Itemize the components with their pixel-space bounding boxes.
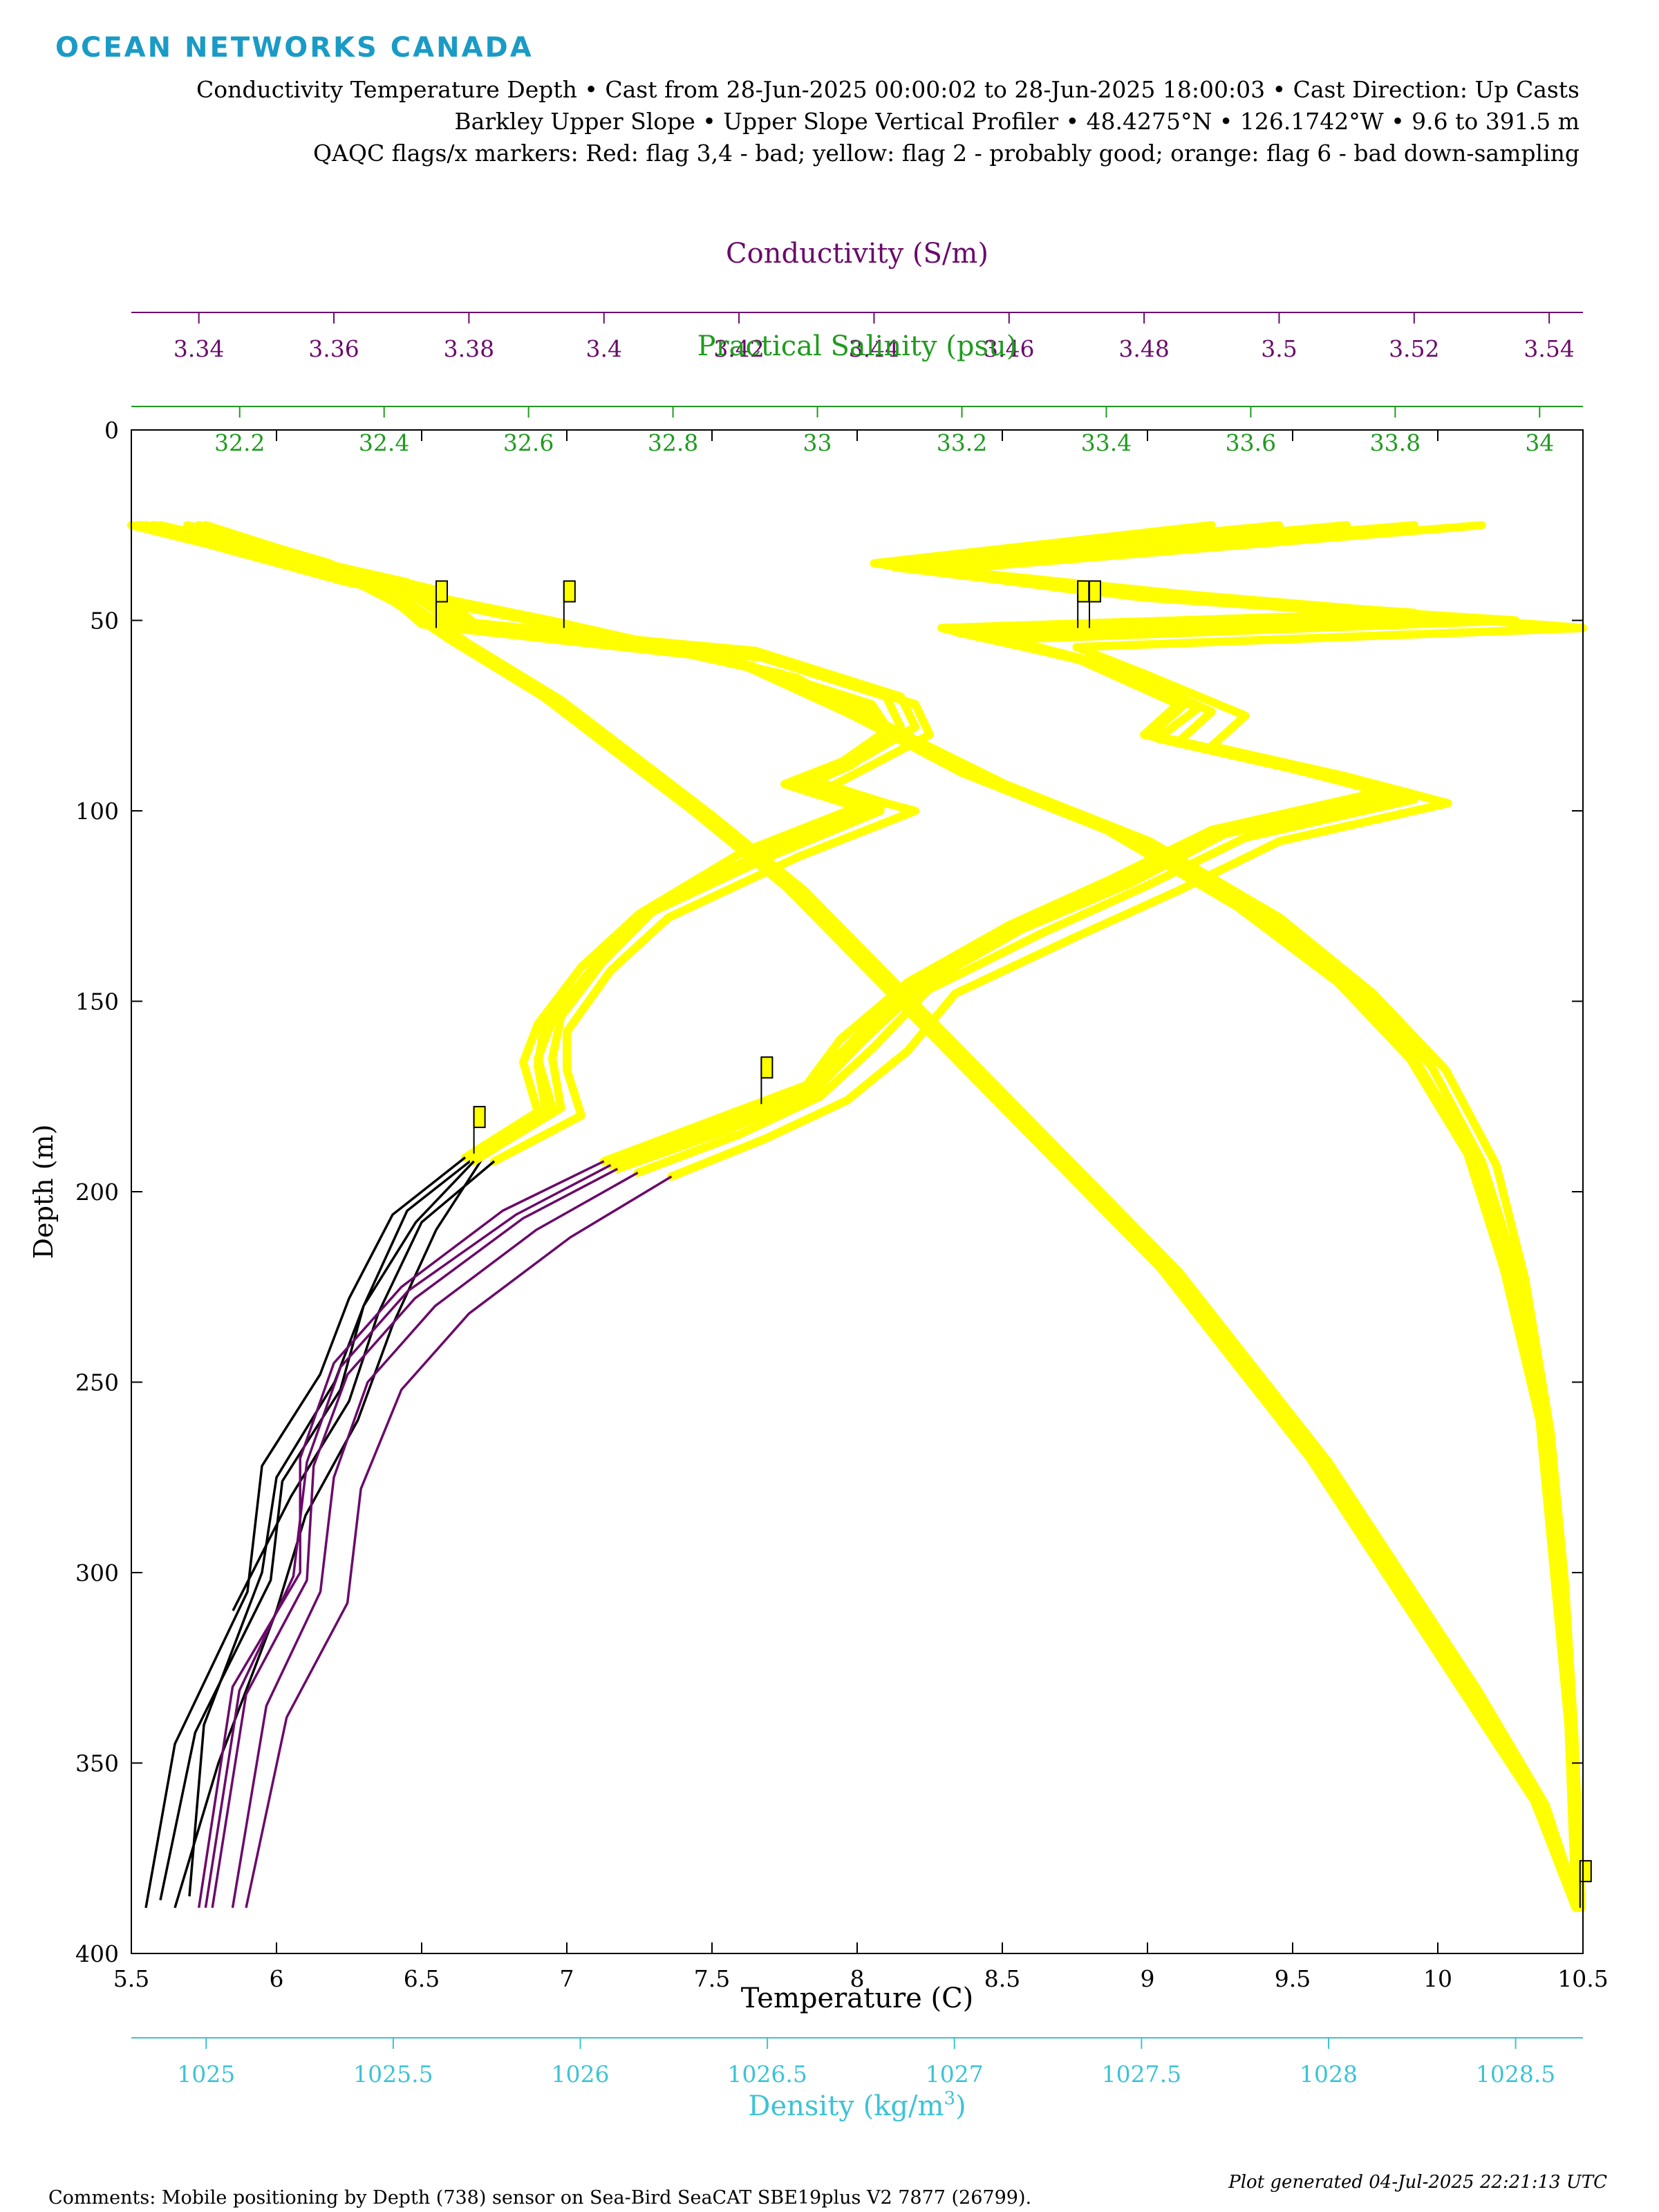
conductivity-cast-2-good-segment: [231, 1171, 639, 1909]
qaqc-flag-marker: [435, 580, 448, 628]
conductivity-tick-label: 3.36: [308, 335, 359, 362]
temperature-tick-label: 8.5: [984, 1965, 1020, 1992]
density-tick-label: 1025.5: [353, 2061, 433, 2088]
qaqc-flag-marker: [473, 1105, 486, 1154]
temperature-tick-label: 9.5: [1275, 1965, 1311, 1992]
temperature-tick-label: 6.5: [404, 1965, 440, 1992]
temperature-tick-label: 9: [1141, 1965, 1155, 1992]
temperature-tick-label: 7.5: [694, 1965, 730, 1992]
temperature-cast-5-good-segment: [159, 1160, 475, 1901]
salinity-tick-label: 33.2: [937, 429, 987, 456]
conductivity-cast-3-flagged-segment: [667, 521, 1587, 1181]
conductivity-tick-label: 3.4: [585, 335, 621, 362]
temperature-cast-1-good-segment: [188, 1152, 481, 1897]
temperature-tick-label: 5.5: [113, 1965, 149, 1992]
salinity-tick-label: 33: [803, 429, 832, 456]
conductivity-tick-label: 3.38: [444, 335, 494, 362]
salinity-tick-label: 32.2: [214, 429, 265, 456]
salinity-tick-label: 33.8: [1370, 429, 1421, 456]
qaqc-flag-layer: [435, 580, 1592, 1908]
qaqc-flag-marker: [563, 580, 576, 628]
conductivity-cast-3-good-segment: [245, 1175, 673, 1909]
conductivity-axis-label: Conductivity (S/m): [726, 238, 988, 270]
conductivity-cast-4-good-segment: [211, 1168, 619, 1909]
qaqc-flag-marker: [1089, 580, 1101, 628]
density-cast-1-flagged-segment: [183, 521, 1580, 1912]
salinity-cast-5-flagged-segment: [138, 521, 1581, 1912]
density-cast-3-flagged-segment: [194, 521, 1582, 1912]
conductivity-tick-label: 3.34: [174, 335, 224, 362]
conductivity-cast-1-good-segment: [197, 1160, 605, 1909]
density-tick-label: 1027: [926, 2061, 984, 2088]
conductivity-cast-5-flagged-segment: [606, 521, 1452, 1170]
salinity-cast-2-flagged-segment: [149, 521, 1584, 1912]
plot-title-line-2: Barkley Upper Slope • Upper Slope Vertic…: [454, 108, 1580, 135]
plot-title-line-1: Conductivity Temperature Depth • Cast fr…: [196, 76, 1580, 103]
salinity-tick-label: 32.8: [648, 429, 698, 456]
plot-generated-timestamp: Plot generated 04-Jul-2025 22:21:13 UTC: [1228, 2172, 1607, 2193]
salinity-cast-4-flagged-segment: [156, 521, 1586, 1912]
density-tick-label: 1026: [551, 2061, 609, 2088]
density-tick-label: 1027.5: [1102, 2061, 1181, 2088]
logo: OCEAN NETWORKS CANADA: [55, 32, 534, 64]
salinity-tick-label: 33.6: [1226, 429, 1276, 456]
temperature-cast-2-good-segment: [232, 1160, 496, 1611]
density-tick-label: 1025: [177, 2061, 235, 2088]
salinity-cast-1-flagged-segment: [134, 521, 1580, 1912]
depth-tick-label: 100: [75, 798, 119, 825]
depth-tick-label: 150: [75, 988, 119, 1015]
depth-tick-label: 250: [75, 1369, 119, 1396]
density-tick-label: 1026.5: [727, 2061, 807, 2088]
conductivity-tick-label: 3.54: [1524, 335, 1574, 362]
depth-axis-label: Depth (m): [28, 1125, 59, 1259]
depth-tick-label: 50: [90, 608, 119, 635]
temperature-tick-label: 10.5: [1557, 1965, 1608, 1992]
depth-tick-label: 400: [75, 1940, 119, 1967]
temperature-cast-4-good-segment: [174, 1152, 487, 1909]
density-tick-label: 1028.5: [1476, 2061, 1555, 2088]
salinity-tick-label: 34: [1525, 429, 1554, 456]
salinity-tick-label: 32.4: [359, 429, 409, 456]
temperature-cast-3-good-segment: [144, 1156, 467, 1909]
conductivity-tick-label: 3.5: [1261, 335, 1297, 362]
salinity-tick-label: 33.4: [1081, 429, 1132, 456]
depth-tick-label: 200: [75, 1179, 119, 1206]
plot-title-line-3: QAQC flags/x markers: Red: flag 3,4 - ba…: [313, 140, 1580, 167]
salinity-tick-label: 32.6: [503, 429, 554, 456]
conductivity-tick-label: 3.46: [984, 335, 1034, 362]
temperature-tick-label: 8: [850, 1965, 865, 1992]
depth-tick-label: 300: [75, 1559, 119, 1586]
conductivity-tick-label: 3.48: [1118, 335, 1169, 362]
conductivity-tick-label: 3.44: [849, 335, 899, 362]
chart-data-layer: [127, 521, 1587, 1912]
plot-frame: [131, 429, 1584, 1954]
salinity-axis-label: Practical Salinity (psu): [697, 330, 1018, 362]
depth-tick-label: 350: [75, 1750, 119, 1777]
depth-tick-label: 0: [104, 417, 119, 444]
temperature-cast-5-flagged-segment: [133, 521, 897, 1165]
axes-layer: 0 50 100 150 200 250 300 350 400 Depth (m) 5.5 6 6.5…: [28, 238, 1609, 2122]
density-axis-label: Density (kg/m3): [748, 2088, 966, 2122]
temperature-axis-label: Temperature (C): [741, 1983, 974, 2014]
salinity-cast-3-flagged-segment: [141, 521, 1582, 1912]
temperature-tick-label: 6: [270, 1965, 284, 1992]
conductivity-tick-label: 3.42: [713, 335, 764, 362]
qaqc-flag-marker: [760, 1056, 774, 1105]
density-tick-label: 1028: [1300, 2061, 1358, 2088]
temperature-tick-label: 10: [1423, 1965, 1452, 1992]
footer-comments: Comments: Mobile positioning by Depth (7…: [48, 2187, 1032, 2209]
conductivity-cast-5-good-segment: [204, 1163, 612, 1909]
conductivity-tick-label: 3.52: [1389, 335, 1439, 362]
temperature-tick-label: 7: [560, 1965, 574, 1992]
